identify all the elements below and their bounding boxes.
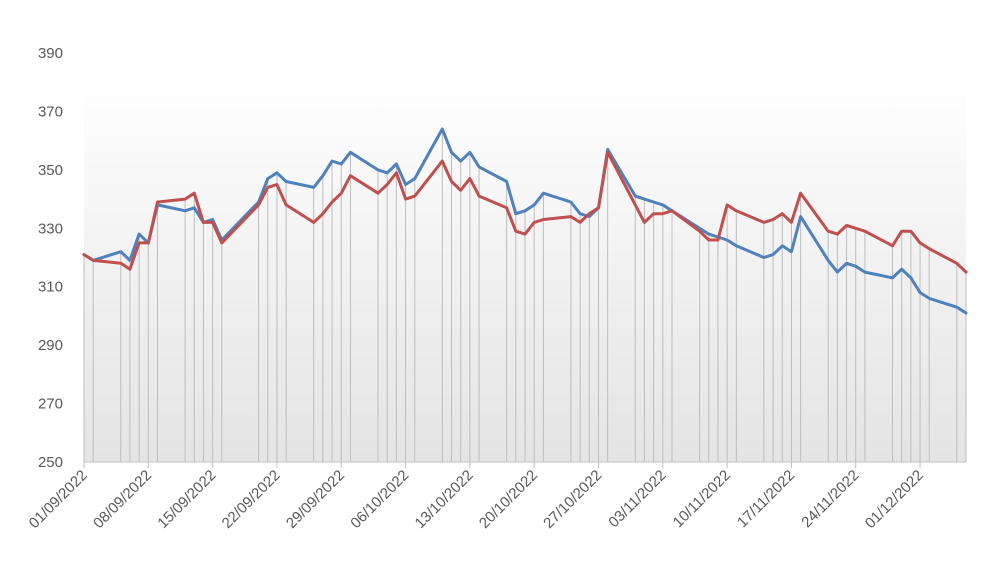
x-axis: 01/09/2022 08/09/2022 15/09/2022 22/09/2022… bbox=[26, 462, 927, 532]
x-tick-label: 27/10/2022 bbox=[540, 467, 605, 532]
x-tick-label: 08/09/2022 bbox=[90, 467, 155, 532]
x-tick-label: 24/11/2022 bbox=[798, 467, 862, 531]
y-tick-label: 370 bbox=[38, 103, 63, 120]
x-tick-label: 20/10/2022 bbox=[476, 467, 541, 532]
series-line-1 bbox=[82, 127, 968, 315]
x-tick-label: 15/09/2022 bbox=[154, 467, 219, 532]
x-tick-label: 29/09/2022 bbox=[283, 467, 348, 532]
x-tick-label: 10/11/2022 bbox=[670, 467, 734, 531]
y-tick-label: 390 bbox=[38, 45, 63, 62]
y-tick-label: 270 bbox=[38, 396, 63, 413]
y-tick-label: 330 bbox=[38, 220, 63, 237]
x-tick-label: 01/12/2022 bbox=[862, 467, 927, 532]
y-tick-label: 250 bbox=[38, 454, 63, 471]
x-tick-label: 22/09/2022 bbox=[219, 467, 284, 532]
x-tick-label: 06/10/2022 bbox=[347, 467, 412, 532]
series-line-2 bbox=[82, 150, 968, 274]
x-tick-label: 03/11/2022 bbox=[605, 467, 669, 531]
x-tick-label: 01/09/2022 bbox=[26, 467, 91, 532]
y-tick-label: 350 bbox=[38, 162, 63, 179]
y-tick-label: 290 bbox=[38, 337, 63, 354]
y-tick-label: 310 bbox=[38, 279, 63, 296]
series-group bbox=[82, 127, 968, 315]
y-axis: 250 270 290 310 330 350 370 390 bbox=[38, 45, 63, 471]
x-tick-label: 13/10/2022 bbox=[412, 467, 477, 532]
x-tick-label: 17/11/2022 bbox=[734, 467, 798, 531]
